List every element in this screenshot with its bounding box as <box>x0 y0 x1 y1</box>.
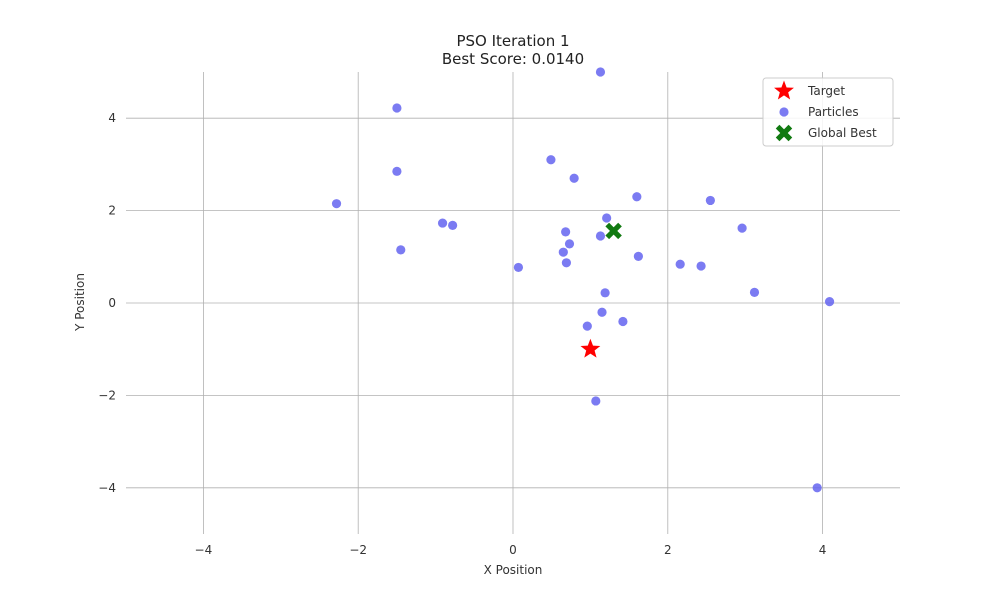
chart-title: PSO Iteration 1 <box>456 32 569 50</box>
y-tick-label: 0 <box>108 296 116 310</box>
x-tick-label: −2 <box>349 543 367 557</box>
legend-target-marker <box>774 80 794 100</box>
particles-point <box>602 213 612 223</box>
particles-point <box>331 199 342 209</box>
particles-point <box>595 67 606 77</box>
x-tick-label: 2 <box>664 543 672 557</box>
y-tick-label: 2 <box>108 204 116 218</box>
particles-point <box>600 288 610 298</box>
legend: Target Particles Global Best <box>762 77 894 147</box>
legend-particles-label: Particles <box>808 105 859 119</box>
y-axis-label: Y Position <box>73 273 87 332</box>
x-tick-label: 4 <box>819 543 827 557</box>
particles-point <box>632 192 642 202</box>
particles-point <box>824 297 835 307</box>
particles-point <box>591 396 601 406</box>
legend-particles-marker <box>779 107 789 117</box>
particles-point <box>737 223 747 233</box>
particles-point <box>513 262 524 273</box>
legend-target-label: Target <box>807 84 845 98</box>
particles-point <box>396 245 406 255</box>
x-axis-label: X Position <box>484 563 543 577</box>
data-points <box>331 67 835 493</box>
particles-point <box>705 195 715 206</box>
particles-point <box>392 166 402 176</box>
particles-point <box>696 261 706 271</box>
particles-point <box>749 287 760 297</box>
particles-point <box>564 239 575 249</box>
y-tick-label: −4 <box>98 481 116 495</box>
particles-point <box>569 173 579 183</box>
particles-point <box>561 227 571 237</box>
x-tick-label: −4 <box>195 543 213 557</box>
y-tick-label: 4 <box>108 111 116 125</box>
particles-point <box>597 307 607 317</box>
particles-point <box>561 258 572 268</box>
x-tick-label: 0 <box>509 543 517 557</box>
particles-point <box>633 251 643 261</box>
global-best-point <box>605 222 622 240</box>
tick-labels: −4 −2 0 2 4 −4 −2 0 2 4 <box>98 111 826 557</box>
legend-items: Target Particles Global Best <box>774 80 877 142</box>
particles-point <box>675 259 685 269</box>
target-point <box>580 338 601 358</box>
particles-point <box>812 483 822 493</box>
legend-box <box>762 77 894 147</box>
y-tick-label: −2 <box>98 388 116 402</box>
particles-point <box>392 103 402 113</box>
particles-point <box>437 218 448 228</box>
particles-point <box>618 316 628 327</box>
particles-point <box>582 321 592 331</box>
legend-global-best-label: Global Best <box>808 126 877 140</box>
particles-point <box>595 231 606 241</box>
particles-point <box>558 247 568 257</box>
legend-global-best-marker <box>775 124 793 142</box>
chart-subtitle: Best Score: 0.0140 <box>442 50 584 68</box>
particles-point <box>448 220 458 230</box>
particles-point <box>546 155 556 165</box>
